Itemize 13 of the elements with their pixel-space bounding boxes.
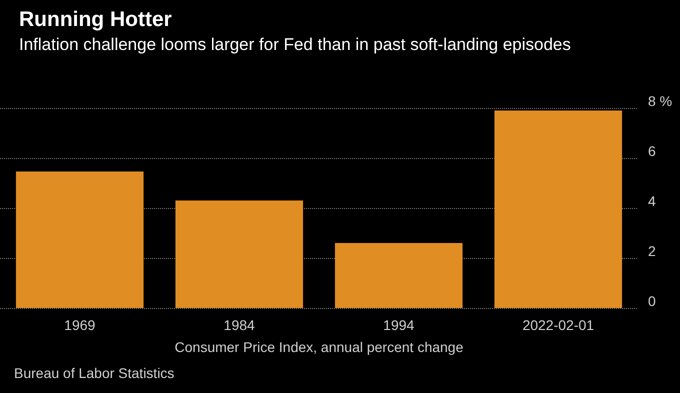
chart-subtitle: Inflation challenge looms larger for Fed than in past soft-landing episodes: [19, 35, 571, 54]
x-tick-label: 2022-02-01: [522, 317, 594, 333]
y-tick-label: 2: [648, 243, 656, 259]
x-tick-label: 1994: [383, 317, 415, 333]
y-tick-label: 4: [648, 193, 656, 209]
chart-title: Running Hotter: [19, 8, 172, 31]
text: Bureau of Labor Statistics: [14, 365, 174, 381]
x-axis-title: Consumer Price Index, annual percent change: [174, 339, 464, 355]
x-tick-label: 1969: [64, 317, 96, 333]
y-tick-label: 0: [648, 293, 656, 309]
y-tick-label: 6: [648, 143, 656, 159]
x-tick-label: 1984: [224, 317, 256, 333]
y-tick-label: 8 %: [648, 93, 672, 109]
